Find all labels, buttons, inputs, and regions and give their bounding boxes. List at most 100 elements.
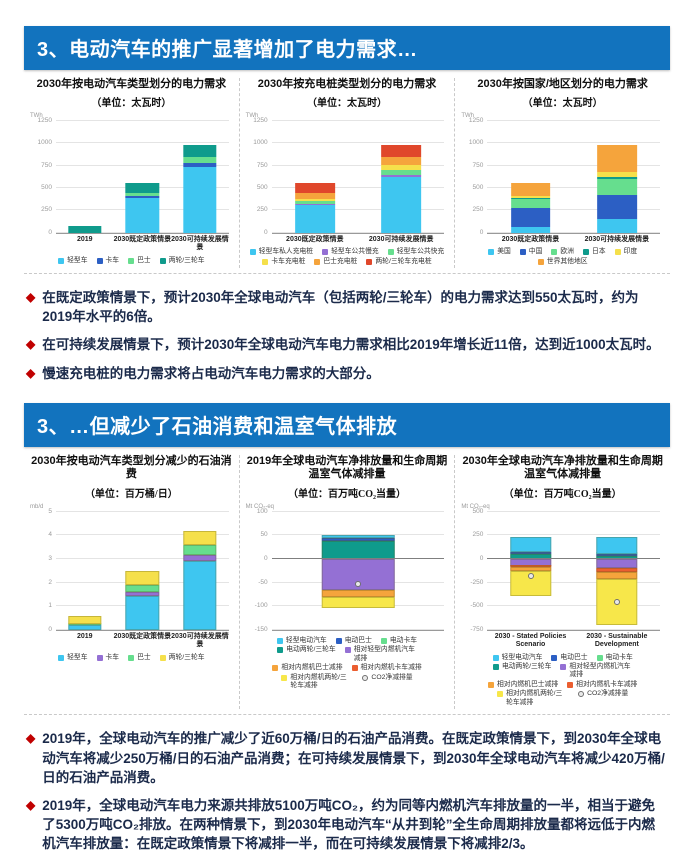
series-swatch-icon <box>492 654 499 661</box>
legend-item: 卡车 <box>96 257 119 265</box>
bullet-diamond-icon: ◆ <box>26 797 36 812</box>
bar-slots <box>272 122 445 233</box>
series-swatch-icon <box>582 249 589 256</box>
legend-label: 电动巴士 <box>344 636 372 644</box>
series-swatch-icon <box>351 665 358 672</box>
series-swatch-icon <box>262 258 269 265</box>
bullet-item: ◆ 在既定政策情景下，预计2030年全球电动汽车（包括两轮/三轮车）的电力需求达… <box>26 288 668 326</box>
legend-label: 卡车 <box>105 653 120 661</box>
gridline <box>487 557 661 559</box>
bar-slot <box>487 513 573 630</box>
legend-label: 卡车充电桩 <box>271 257 306 265</box>
y-tick-label: -100 <box>254 602 268 610</box>
chart-legend: 轻型车私人充电桩 轻型车公共慢充 轻型车公共快充 卡车充电桩 巴士充电桩 两轮/三轮车充电… <box>246 248 449 266</box>
y-tick-label: 0 <box>264 228 268 236</box>
legend-item: 两轮/三轮车 <box>159 256 205 265</box>
y-tick-label: 250 <box>256 206 268 214</box>
bar-segment <box>509 566 552 572</box>
legend-item: 电动卡车 <box>596 654 633 662</box>
gridline <box>271 231 445 233</box>
y-tick-label: 1250 <box>468 116 484 124</box>
y-tick-label: 1 <box>48 602 52 610</box>
chart-unit-label: （单位：太瓦时） <box>307 97 387 109</box>
y-tick-label: 750 <box>472 161 484 169</box>
bar-segment <box>125 183 160 193</box>
legend-label: 相对内燃机巴士减排 <box>497 680 559 688</box>
bar-slot <box>171 122 229 233</box>
series-swatch-icon <box>497 691 504 698</box>
slide-1: 3、电动汽车的推广显著增加了电力需求… 2030年按电动汽车类型划分的电力需求 … <box>0 26 694 383</box>
legend-item: 欧洲 <box>551 248 574 256</box>
slide1-charts-row: 2030年按电动汽车类型划分的电力需求 （单位：太瓦时） TWh 0 250 500 7… <box>24 78 670 275</box>
legend-item: 美国 <box>488 248 511 256</box>
chart-title: 2030年按电动汽车类型划分的电力需求 <box>36 78 227 90</box>
legend-item: 相对内燃机两轮/三轮车减排 <box>281 674 353 691</box>
x-axis-labels: 2030 - Stated Policies Scenario 2030 - Su… <box>487 633 660 650</box>
legend-label: 轻型电动汽车 <box>501 653 543 661</box>
y-tick-label: 50 <box>260 531 268 539</box>
y-axis-unit: Mt CO₂-eq <box>461 503 490 510</box>
legend-label: 相对内燃机卡车减排 <box>576 680 638 688</box>
x-category-label: 2030既定政策情景 <box>286 235 344 243</box>
x-category-label: 2030可持续发展情景 <box>584 235 650 243</box>
y-axis-unit: TWh <box>461 112 475 119</box>
series-swatch-icon <box>159 257 166 264</box>
bar-segment <box>321 589 395 597</box>
bar-segment <box>125 195 160 198</box>
series-swatch-icon <box>159 654 166 661</box>
bullet-text: 2019年，全球电动汽车电力来源共排放5100万吨CO₂，约为同等内燃机汽车排放… <box>42 797 656 852</box>
series-swatch-icon <box>277 647 284 654</box>
legend-item: 卡车 <box>96 653 120 662</box>
gridline <box>487 581 661 583</box>
y-tick-label: -750 <box>470 625 484 633</box>
legend-item: 电动两轮/三轮车 <box>492 663 551 680</box>
bar-segment <box>509 564 552 567</box>
legend-label: 轻型车公共快充 <box>396 248 445 256</box>
legend-label: 电动巴士 <box>560 653 588 661</box>
gridline <box>271 186 445 188</box>
chart-legend: 轻型车 卡车 巴士 两轮/三轮车 <box>30 654 233 662</box>
legend-item: 相对内燃机两轮/三轮车减排 <box>497 690 569 707</box>
series-swatch-icon <box>58 654 65 661</box>
y-tick-label: 1250 <box>37 116 52 124</box>
gridline <box>271 534 445 536</box>
legend-item: 电动巴士 <box>551 653 588 662</box>
chart-canvas: Mt CO₂-eq 500 250 0 -250 -500 -750 2030 - State… <box>461 504 664 708</box>
legend-item: 中国 <box>519 248 542 256</box>
series-swatch-icon <box>58 257 65 264</box>
legend-item: 相对轻型内燃机汽车减排 <box>560 663 632 680</box>
y-tick-label: 1000 <box>253 139 268 147</box>
bar-segment <box>321 596 395 609</box>
gridline <box>271 164 445 166</box>
chart-canvas: Mt CO₂-eq 100 50 0 -50 -100 -150 轻型电动汽车 电动巴士 电动卡车… <box>246 504 449 691</box>
gridline <box>487 119 661 121</box>
bar-segment <box>294 204 335 233</box>
bullet-text: 慢速充电桩的电力需求将占电动汽车电力需求的大部分。 <box>42 365 380 381</box>
net-co2-marker <box>613 599 620 606</box>
gridline <box>487 605 661 607</box>
gridline <box>487 186 661 188</box>
gridline <box>56 557 229 559</box>
slide2-bullets: ◆ 2019年，全球电动汽车的推广减少了近60万桶/日的石油产品消费。在既定政策… <box>24 729 670 853</box>
series-swatch-icon <box>344 647 351 654</box>
bar-segment <box>597 176 637 179</box>
gridline <box>271 557 445 559</box>
series-swatch-icon <box>249 249 256 256</box>
x-category-label: 2030既定政策情景 <box>501 235 560 243</box>
bar-segment <box>294 203 335 205</box>
bar-slots <box>56 513 229 630</box>
series-swatch-icon <box>387 249 394 256</box>
chart-electricity-by-ev-type: 2030年按电动汽车类型划分的电力需求 （单位：太瓦时） TWh 0 250 500 7… <box>24 78 239 268</box>
gridline <box>56 142 229 144</box>
net-co2-marker <box>527 573 534 580</box>
legend-item: 轻型车 <box>58 654 88 662</box>
legend-label: 两轮/三轮车 <box>168 256 205 264</box>
bar-segment <box>183 167 217 233</box>
bar-segment <box>509 551 552 555</box>
series-swatch-icon <box>614 249 621 256</box>
x-axis-labels: 2019 2030既定政策情景 2030可持续发展情景 <box>56 236 229 253</box>
legend-label: 相对内燃机卡车减排 <box>360 664 422 672</box>
series-swatch-icon <box>276 637 283 644</box>
legend-label: CO2净减排量 <box>371 673 413 681</box>
chart-legend: 美国 中国 欧洲 日本 印度 世界其他地区 <box>461 248 664 266</box>
